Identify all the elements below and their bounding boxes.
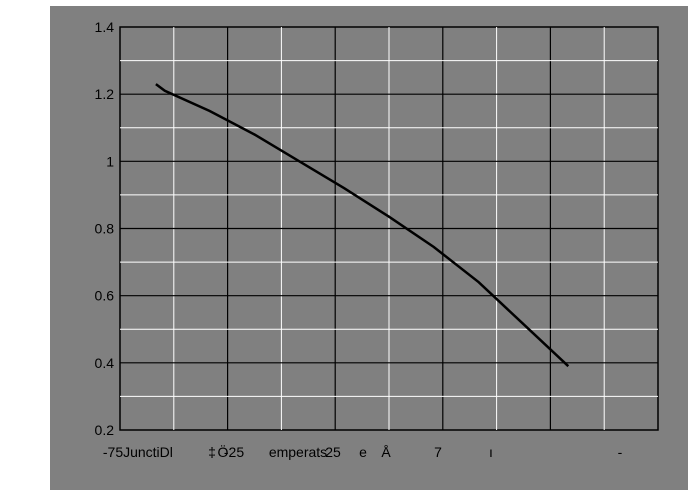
y-tick-label: 0.2	[95, 422, 115, 438]
x-tick-label: -25	[224, 444, 244, 460]
x-tick-label: e	[359, 444, 367, 460]
x-tick-label: Å	[381, 444, 391, 460]
x-tick-label: ı	[489, 444, 493, 460]
series-line	[155, 83, 570, 368]
x-tick-label: Ö	[218, 443, 229, 460]
grid	[120, 27, 658, 430]
x-tick-label: -75	[103, 444, 123, 460]
y-tick-label: 0.6	[95, 288, 115, 304]
y-tick-label: 1.4	[95, 19, 115, 35]
x-tick-label: ‡	[208, 444, 216, 460]
x-tick-label: 25	[325, 444, 341, 460]
x-tick-label: JunctiDl	[123, 444, 173, 460]
x-tick-label: 7	[434, 444, 442, 460]
y-tick-label: 1	[106, 153, 114, 169]
x-tick-label: -	[618, 444, 623, 460]
x-tick-label: emperats	[269, 444, 327, 460]
y-tick-label: 0.4	[95, 355, 115, 371]
y-tick-label: 1.2	[95, 86, 115, 102]
y-tick-label: 0.8	[95, 221, 115, 237]
series-group	[155, 83, 570, 368]
y-axis-ticks: 0.2 0.4 0.6 0.8 1 1.2 1.4	[95, 19, 115, 438]
